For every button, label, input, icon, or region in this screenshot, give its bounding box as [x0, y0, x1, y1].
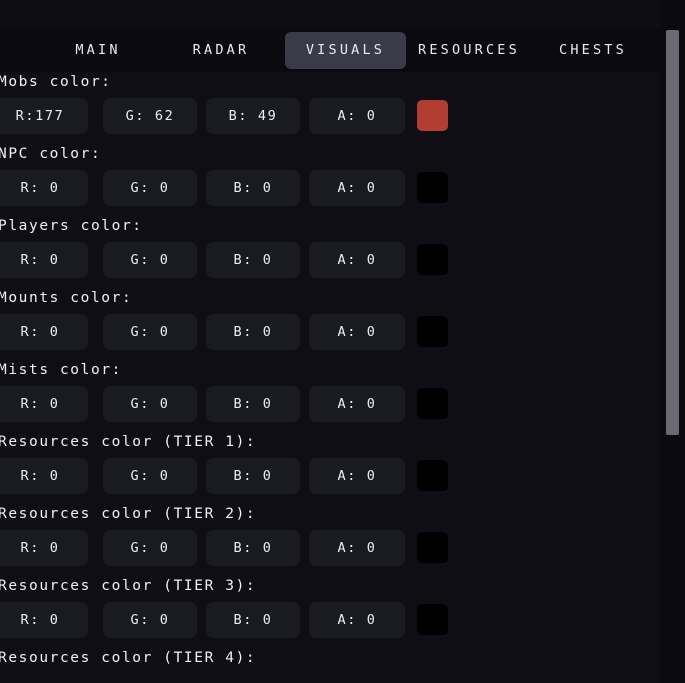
color-swatch[interactable]: [417, 100, 448, 131]
channel-input-r[interactable]: R: 0: [0, 386, 88, 422]
color-swatch[interactable]: [417, 604, 448, 635]
channel-input-b[interactable]: B: 0: [206, 170, 300, 206]
channel-input-b[interactable]: B: 0: [206, 386, 300, 422]
color-swatch[interactable]: [417, 532, 448, 563]
color-row: Resources color (TIER 4):: [0, 648, 660, 668]
color-row: Resources color (TIER 3): R: 0 G: 0 B: 0 A: …: [0, 576, 660, 638]
channel-input-r[interactable]: R: 0: [0, 314, 88, 350]
color-channel-fields: R:177 G: 62 B: 49 A: 0: [0, 98, 660, 134]
color-row: Mounts color: R: 0 G: 0 B: 0 A: 0: [0, 288, 660, 350]
color-channel-fields: R: 0 G: 0 B: 0 A: 0: [0, 242, 660, 278]
channel-input-r[interactable]: R: 0: [0, 242, 88, 278]
color-row: Mists color: R: 0 G: 0 B: 0 A: 0: [0, 360, 660, 422]
tab-radar[interactable]: RADAR: [192, 41, 250, 58]
channel-input-g[interactable]: G: 0: [103, 242, 197, 278]
color-row: Resources color (TIER 2): R: 0 G: 0 B: 0 A: …: [0, 504, 660, 566]
channel-input-a[interactable]: A: 0: [309, 314, 405, 350]
channel-input-b[interactable]: B: 0: [206, 314, 300, 350]
window-titlebar: ×: [0, 0, 685, 28]
tab-visuals[interactable]: VISUALS: [285, 31, 406, 69]
color-swatch[interactable]: [417, 460, 448, 491]
channel-input-a[interactable]: A: 0: [309, 98, 405, 134]
channel-input-b[interactable]: B: 0: [206, 458, 300, 494]
tab-resources[interactable]: RESOURCES: [418, 41, 520, 58]
color-row-label: Players color:: [0, 218, 143, 234]
channel-input-r[interactable]: R: 0: [0, 530, 88, 566]
color-swatch[interactable]: [417, 244, 448, 275]
color-row-label: Resources color (TIER 4):: [0, 650, 257, 666]
channel-input-r[interactable]: R: 0: [0, 458, 88, 494]
channel-input-b[interactable]: B: 0: [206, 242, 300, 278]
color-channel-fields: R: 0 G: 0 B: 0 A: 0: [0, 386, 660, 422]
channel-input-g[interactable]: G: 0: [103, 458, 197, 494]
color-row-label: Resources color (TIER 1):: [0, 434, 257, 450]
channel-input-a[interactable]: A: 0: [309, 386, 405, 422]
channel-input-g[interactable]: G: 0: [103, 314, 197, 350]
channel-input-g[interactable]: G: 0: [103, 170, 197, 206]
color-row-label: NPC color:: [0, 146, 102, 162]
scrollbar-thumb[interactable]: [666, 30, 679, 435]
color-row: Players color: R: 0 G: 0 B: 0 A: 0: [0, 216, 660, 278]
color-channel-fields: R: 0 G: 0 B: 0 A: 0: [0, 170, 660, 206]
color-row: Resources color (TIER 1): R: 0 G: 0 B: 0 A: …: [0, 432, 660, 494]
channel-input-g[interactable]: G: 0: [103, 386, 197, 422]
channel-input-b[interactable]: B: 0: [206, 530, 300, 566]
visuals-settings-panel: Mobs color: R:177 G: 62 B: 49 A: 0 NPC color:…: [0, 72, 660, 683]
color-channel-fields: R: 0 G: 0 B: 0 A: 0: [0, 602, 660, 638]
color-row-label: Mounts color:: [0, 290, 133, 306]
channel-input-a[interactable]: A: 0: [309, 170, 405, 206]
color-row-label: Mists color:: [0, 362, 122, 378]
tab-chests[interactable]: CHESTS: [559, 41, 627, 58]
channel-input-a[interactable]: A: 0: [309, 458, 405, 494]
color-swatch[interactable]: [417, 388, 448, 419]
channel-input-r[interactable]: R: 0: [0, 170, 88, 206]
color-row-label: Resources color (TIER 2):: [0, 506, 257, 522]
channel-input-r[interactable]: R: 0: [0, 602, 88, 638]
channel-input-g[interactable]: G: 0: [103, 530, 197, 566]
color-row-label: Resources color (TIER 3):: [0, 578, 257, 594]
color-channel-fields: R: 0 G: 0 B: 0 A: 0: [0, 458, 660, 494]
channel-input-g[interactable]: G: 0: [103, 602, 197, 638]
scrollbar-track[interactable]: [660, 0, 685, 683]
color-channel-fields: R: 0 G: 0 B: 0 A: 0: [0, 314, 660, 350]
color-row: Mobs color: R:177 G: 62 B: 49 A: 0: [0, 72, 660, 134]
color-channel-fields: R: 0 G: 0 B: 0 A: 0: [0, 530, 660, 566]
channel-input-b[interactable]: B: 0: [206, 602, 300, 638]
tab-main[interactable]: MAIN: [75, 41, 121, 58]
channel-input-a[interactable]: A: 0: [309, 602, 405, 638]
color-row: NPC color: R: 0 G: 0 B: 0 A: 0: [0, 144, 660, 206]
channel-input-r[interactable]: R:177: [0, 98, 88, 134]
channel-input-b[interactable]: B: 49: [206, 98, 300, 134]
channel-input-a[interactable]: A: 0: [309, 530, 405, 566]
tab-bar: MAIN RADAR VISUALS RESOURCES CHESTS: [0, 28, 660, 72]
color-swatch[interactable]: [417, 316, 448, 347]
channel-input-g[interactable]: G: 62: [103, 98, 197, 134]
channel-input-a[interactable]: A: 0: [309, 242, 405, 278]
color-row-label: Mobs color:: [0, 74, 112, 90]
color-swatch[interactable]: [417, 172, 448, 203]
